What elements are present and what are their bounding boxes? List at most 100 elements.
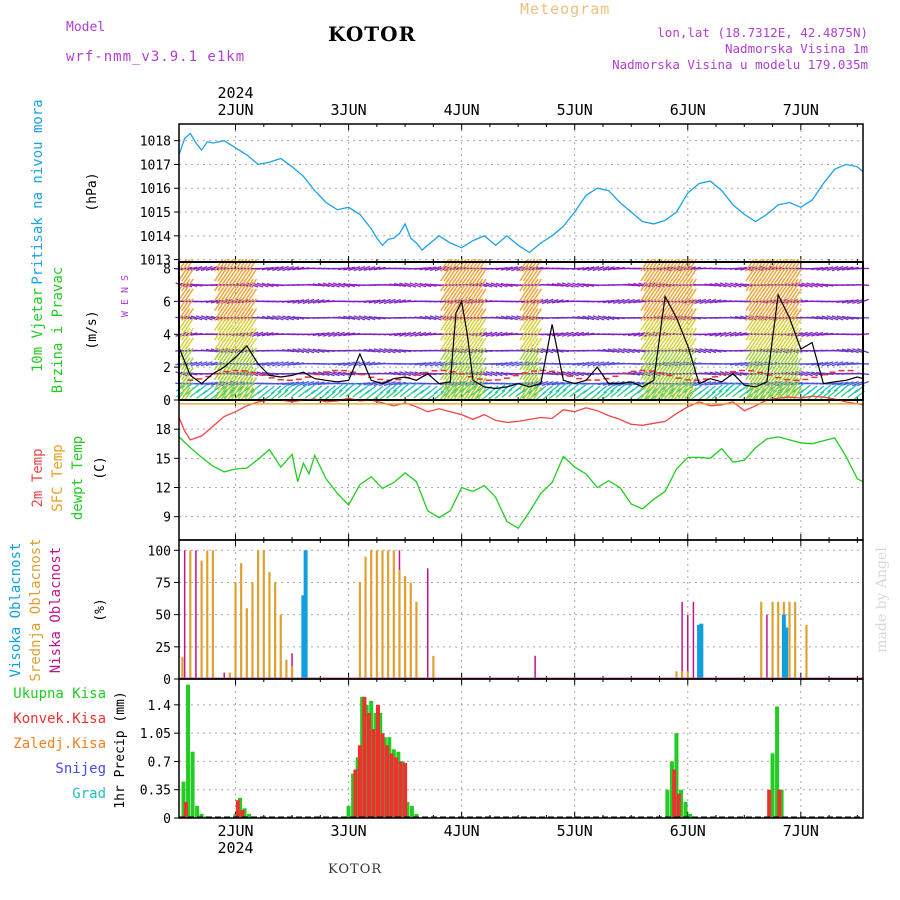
cloud-bar (681, 671, 684, 679)
cloud-bar (409, 582, 412, 679)
wind-arrow (373, 348, 386, 354)
wind-arrow (633, 371, 646, 377)
wind-arrow (623, 298, 635, 305)
wind-arrow (806, 362, 819, 366)
wind-gust-arrow (247, 288, 258, 302)
wind-arrow (597, 265, 610, 272)
wind-gust-arrow (687, 288, 697, 302)
y-tick-label: 8 (163, 263, 171, 278)
wind-arrow (526, 361, 539, 366)
wind-arrow (846, 299, 859, 304)
wind-arrow (704, 283, 717, 287)
y-tick-label: 4 (163, 328, 171, 343)
wind-arrow (826, 361, 839, 367)
wind-arrow (725, 382, 737, 392)
wind-arrow (185, 282, 198, 288)
wind-gust-arrow (792, 318, 803, 331)
wind-arrow (816, 315, 829, 321)
cloud-bar (181, 657, 184, 679)
wind-arrow (623, 348, 635, 354)
wind-arrow (542, 391, 553, 401)
wind-arrow (205, 381, 218, 386)
wind-arrow (495, 361, 508, 366)
wind-gust-arrow (529, 318, 539, 331)
wind-arrow (811, 361, 824, 366)
wind-arrow (811, 331, 824, 337)
wind-gust-arrow (792, 288, 803, 302)
y-tick-label: 50 (155, 609, 171, 624)
wind-gust-arrow (477, 318, 487, 331)
wind-arrow (312, 348, 325, 353)
precip-bar (414, 813, 419, 818)
wind-gust-arrow (684, 387, 694, 400)
wind-arrow (572, 371, 585, 377)
wind-arrow (495, 282, 508, 288)
wind-arrow (251, 331, 264, 337)
wind-arrow (852, 298, 864, 305)
cloud-bar (200, 560, 203, 679)
wind-gust-arrow (789, 308, 799, 321)
wind-arrow (419, 266, 432, 271)
wind-arrow (338, 361, 351, 366)
wind-arrow (277, 383, 289, 393)
cloud-axis-title-high: Visoka Oblacnost (8, 543, 24, 678)
wind-arrow (291, 382, 302, 392)
wind-arrow (633, 332, 646, 337)
wind-gust-arrow (684, 308, 694, 321)
precip-bar (676, 793, 681, 818)
wind-arrow (602, 348, 615, 353)
wind-arrow (628, 283, 641, 287)
wind-arrow (562, 282, 574, 288)
wind-gust-arrow (244, 347, 254, 361)
wind-arrow (704, 348, 717, 354)
wind-arrow (801, 371, 813, 377)
wind-arrow (801, 282, 813, 288)
wind-gust-arrow (789, 268, 799, 282)
wind-gust-arrow (532, 288, 542, 302)
wind-arrow (322, 331, 335, 337)
cloud-bar (279, 614, 282, 679)
wind-gust-arrow (474, 268, 484, 282)
cloud-bar (788, 601, 791, 679)
wind-gust-arrow (181, 298, 191, 312)
precip-legend-item: Ukupna Kisa (13, 686, 106, 702)
wind-arrow (546, 371, 559, 376)
wind-arrow (399, 382, 411, 392)
wind-arrow (714, 371, 727, 377)
wind-arrow (331, 383, 343, 394)
wind-gust-arrow (244, 308, 254, 321)
precip-bar (674, 733, 679, 818)
wind-arrow (684, 361, 697, 366)
wind-arrow (307, 381, 320, 387)
wind-gust-arrow (247, 268, 258, 282)
wind-arrow (658, 266, 671, 271)
wind-arrow (343, 332, 356, 337)
day-label-bottom: 6JUN (670, 822, 706, 840)
wind-arrow (836, 348, 849, 353)
wind-arrow (694, 348, 707, 354)
wind-arrow (317, 282, 330, 288)
temp-line-2 (178, 436, 864, 530)
wind-arrow (205, 348, 218, 353)
model-elevation-label: Nadmorska Visina u modelu 179.035m (612, 57, 868, 72)
wind-arrow (485, 331, 498, 337)
wind-gust-arrow (477, 298, 487, 312)
wind-arrow (304, 384, 316, 394)
wind-arrow (277, 389, 289, 399)
wind-arrow (383, 348, 396, 354)
wind-gust-arrow (792, 377, 803, 390)
cloud-bar (375, 550, 378, 679)
wind-gust-arrow (244, 367, 254, 381)
wind-arrow (292, 381, 305, 387)
wind-arrow (383, 381, 396, 387)
wind-arrow (836, 315, 849, 321)
wind-gust-arrow (474, 347, 484, 361)
precip-legend-item: Snijeg (55, 761, 106, 777)
wind-arrow (352, 382, 364, 392)
wind-arrow (338, 382, 350, 392)
wind-arrow (429, 361, 442, 367)
cloud-bar (697, 624, 702, 679)
wind-gust-arrow (181, 337, 191, 351)
wind-arrow (546, 283, 559, 287)
wind-arrow (434, 361, 447, 367)
